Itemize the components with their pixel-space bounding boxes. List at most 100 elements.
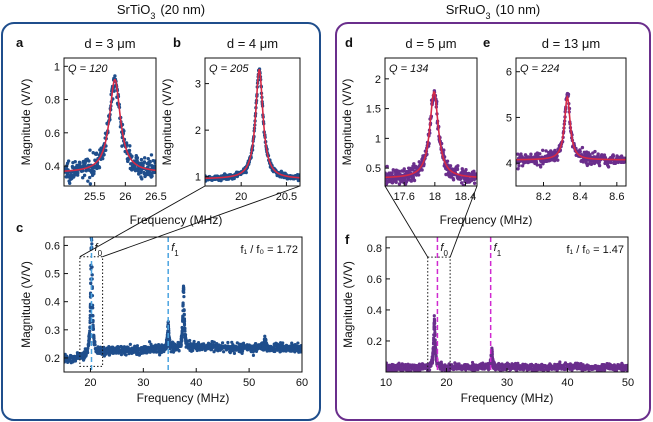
data-point xyxy=(183,326,187,330)
q-factor-label: Q = 134 xyxy=(389,63,428,75)
zoom-connector xyxy=(102,185,301,258)
y-tick-label: 0.5 xyxy=(366,163,381,175)
data-point xyxy=(220,341,225,345)
axes-frame xyxy=(385,236,629,373)
data-point xyxy=(87,339,91,344)
group-frame-srruo3 xyxy=(335,22,651,421)
data-point xyxy=(427,368,432,372)
y-axis-label: Magnitude (V/V) xyxy=(19,79,33,166)
axes-frame xyxy=(63,57,157,187)
panel-e-data xyxy=(516,91,626,171)
data-point xyxy=(541,148,545,152)
data-point xyxy=(397,182,402,186)
data-point xyxy=(281,341,285,345)
data-point xyxy=(128,144,132,148)
data-point xyxy=(102,153,106,157)
data-point xyxy=(88,329,92,333)
data-point xyxy=(251,353,256,357)
x-tick-label: 40 xyxy=(561,377,573,389)
data-point xyxy=(192,339,196,344)
y-axis-label: Magnitude (V/V) xyxy=(19,261,33,348)
x-tick-label: 25.5 xyxy=(84,191,105,203)
axes-frame xyxy=(63,236,303,373)
y-tick-label: 2 xyxy=(375,74,381,86)
data-point xyxy=(87,333,91,337)
xlabel-right-top: Frequency (MHz) xyxy=(440,213,533,227)
x-tick-label: 30 xyxy=(501,377,513,389)
y-tick-label: 1.5 xyxy=(366,104,381,116)
data-point xyxy=(569,372,572,375)
panel-d-data xyxy=(385,89,477,186)
panel-a-data xyxy=(64,74,156,186)
panel-e: 8.2 8.4 8.6 4 5 6 d = 13 μm Q = 224 e xyxy=(483,35,627,203)
data-point xyxy=(299,343,302,348)
y-tick-label: 4 xyxy=(506,158,512,170)
panel-c-data xyxy=(64,237,302,365)
data-point xyxy=(119,353,124,357)
marker-label-f0: f0 xyxy=(440,242,448,258)
panel-letter: b xyxy=(173,35,181,50)
data-point xyxy=(81,169,85,173)
data-point xyxy=(417,173,421,177)
panel-b: 20 20.5 1 2 3 Magnitude (V/V) d = 4 μm Q = 205 b xyxy=(160,35,301,203)
data-point xyxy=(296,341,300,345)
data-point xyxy=(184,338,188,342)
data-point xyxy=(538,152,542,156)
data-point xyxy=(390,171,394,175)
data-point xyxy=(177,349,181,353)
data-point xyxy=(453,361,457,365)
group-title-srtio3-subscript: 3 xyxy=(150,11,155,21)
data-point xyxy=(90,242,94,246)
y-tick-label: 5 xyxy=(506,112,512,124)
group-title-srruo3-thickness: (10 nm) xyxy=(495,2,540,17)
data-point xyxy=(535,163,539,167)
data-point xyxy=(517,164,521,168)
data-point xyxy=(261,344,266,348)
data-point xyxy=(149,153,154,157)
data-point xyxy=(410,167,415,172)
data-point xyxy=(578,149,582,154)
y-tick-label: 0.2 xyxy=(367,336,382,348)
y-axis-label: Magnitude (V/V) xyxy=(160,79,174,166)
data-point xyxy=(529,152,533,156)
data-point xyxy=(254,341,258,346)
data-point xyxy=(81,175,85,180)
group-title-srtio3-material: SrTiO xyxy=(117,2,150,17)
data-point xyxy=(91,306,95,310)
data-point xyxy=(556,158,560,162)
x-tick-label: 8.6 xyxy=(609,191,624,203)
data-point xyxy=(458,372,461,375)
data-point xyxy=(130,154,134,159)
data-point xyxy=(191,348,195,353)
axes-frame xyxy=(204,57,301,187)
data-point xyxy=(472,169,476,174)
data-point xyxy=(226,340,230,345)
data-point xyxy=(611,154,616,158)
data-point xyxy=(430,359,434,364)
data-point xyxy=(88,313,92,317)
data-point xyxy=(459,177,463,181)
x-tick-label: 26 xyxy=(119,191,131,203)
data-point xyxy=(180,329,184,334)
data-point xyxy=(92,169,96,174)
fit-line xyxy=(64,78,156,172)
data-point xyxy=(431,350,435,354)
data-point xyxy=(397,169,401,174)
data-point xyxy=(431,342,436,346)
data-point xyxy=(455,167,460,172)
q-factor-label: Q = 205 xyxy=(209,63,249,75)
data-point xyxy=(457,362,461,366)
data-point xyxy=(534,160,539,165)
data-point xyxy=(92,339,96,343)
data-point xyxy=(563,361,568,365)
data-point xyxy=(86,351,90,355)
marker-label-f1: f1 xyxy=(171,242,179,258)
data-point xyxy=(433,333,437,337)
data-point xyxy=(92,335,96,339)
zoom-box xyxy=(427,256,451,373)
data-point xyxy=(448,164,453,168)
panel-b-data xyxy=(205,67,300,183)
data-point xyxy=(499,369,503,372)
data-point xyxy=(402,167,406,171)
x-tick-label: 18.4 xyxy=(455,191,476,203)
